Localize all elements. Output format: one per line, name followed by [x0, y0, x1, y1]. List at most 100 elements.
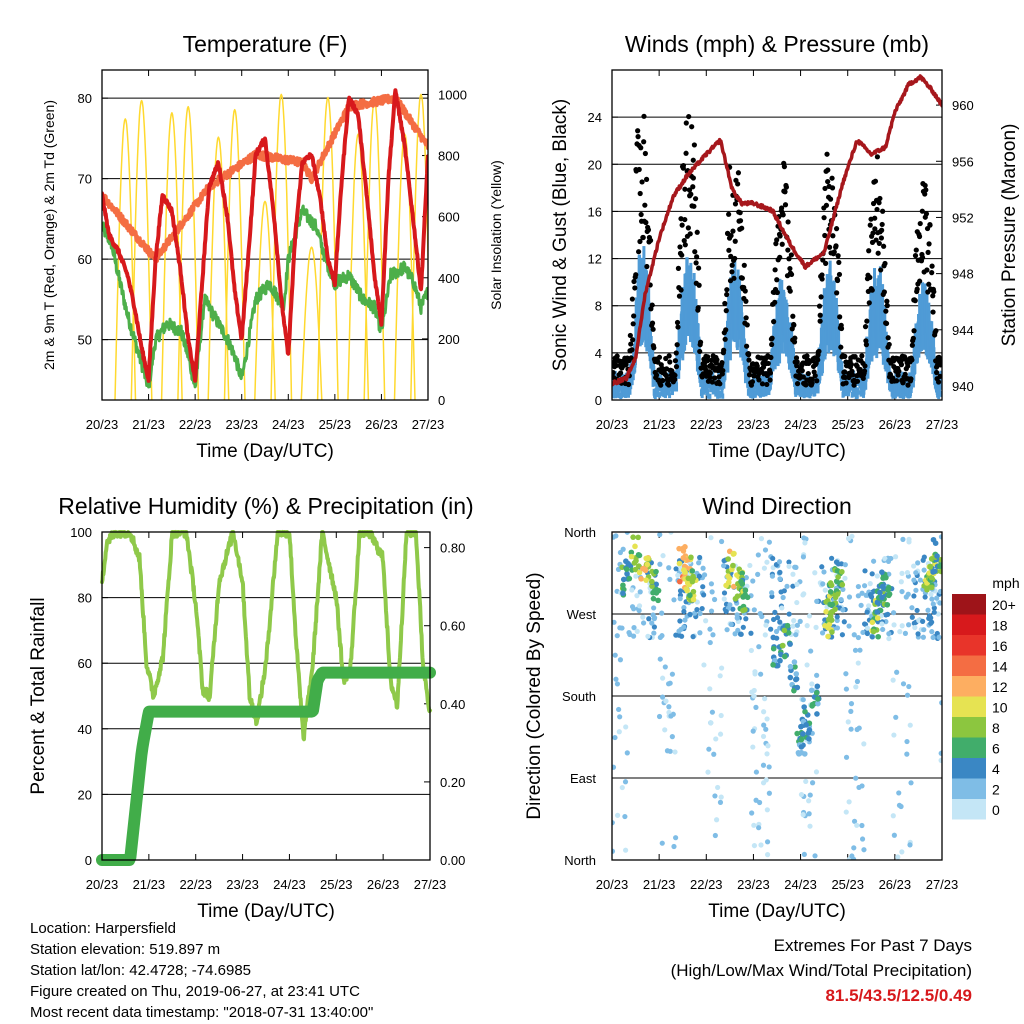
legend-label: 18 — [992, 618, 1008, 634]
plot-border — [101, 531, 431, 861]
legend-swatch — [952, 799, 986, 820]
y-tick-label: 20 — [588, 157, 602, 172]
figure-created: Figure created on Thu, 2019-06-27, at 23… — [30, 983, 360, 1000]
plot-border — [611, 69, 943, 401]
legend-label: 6 — [992, 741, 1000, 757]
y-tick-label: 40 — [78, 722, 92, 737]
y2-tick-label: 940 — [952, 379, 974, 394]
legend-swatch — [952, 778, 986, 799]
x-tick-label: 21/23 — [643, 417, 676, 432]
y-tick-label: 12 — [588, 252, 602, 267]
recent-timestamp: Most recent data timestamp: "2018-07-31 … — [30, 1004, 374, 1021]
legend-label: 12 — [992, 679, 1008, 695]
y-axis-label: 2m & 9m T (Red, Orange) & 2m Td (Green) — [41, 100, 57, 370]
y-tick-label: 60 — [78, 252, 92, 267]
station-location: Location: Harpersfield — [30, 920, 176, 937]
solar-pulse — [300, 246, 323, 400]
y2-tick-label: 0.00 — [440, 853, 465, 868]
x-tick-label: 27/23 — [926, 417, 959, 432]
y-tick-label: 8 — [595, 299, 602, 314]
temp-2m-line — [102, 88, 428, 383]
y-tick-label: 60 — [78, 656, 92, 671]
extremes-values: 81.5/43.5/12.5/0.49 — [825, 986, 972, 1005]
x-tick-label: 21/23 — [643, 877, 676, 892]
y2-tick-label: 200 — [438, 332, 460, 347]
legend-swatch — [952, 758, 986, 779]
x-tick-label: 26/23 — [367, 877, 400, 892]
x-tick-label: 20/23 — [86, 417, 119, 432]
solar-pulse — [114, 118, 137, 400]
y-tick-label: 100 — [70, 525, 92, 540]
x-tick-label: 22/23 — [179, 877, 212, 892]
y2-tick-label: 0.20 — [440, 775, 465, 790]
y-axis-label: Direction (Colored By Speed) — [524, 572, 545, 819]
station-elevation: Station elevation: 519.897 m — [30, 941, 221, 958]
solar-pulse — [347, 133, 370, 400]
legend-swatch — [952, 737, 986, 758]
panel-2: Winds (mph) & Pressure (mb) Time (Day/UTC… — [550, 31, 1020, 462]
y2-tick-label: 952 — [952, 210, 974, 225]
x-tick-label: 23/23 — [226, 877, 259, 892]
y-axis-label: Percent & Total Rainfall — [28, 597, 49, 794]
rh-line — [100, 530, 432, 742]
legend-title: mph — [992, 575, 1019, 591]
chart-title: Winds (mph) & Pressure (mb) — [625, 31, 929, 57]
plot-border — [611, 531, 943, 861]
y-tick-label: West — [567, 607, 597, 622]
legend-label: 8 — [992, 720, 1000, 736]
extremes-box: Extremes For Past 7 Days (High/Low/Max W… — [671, 933, 972, 1008]
y-tick-label: North — [564, 853, 596, 868]
y2-tick-label: 0.80 — [440, 541, 465, 556]
y2-tick-label: 0.40 — [440, 697, 465, 712]
y2-tick-label: 944 — [952, 323, 974, 338]
x-tick-label: 26/23 — [365, 417, 398, 432]
dewpoint-line — [102, 204, 428, 389]
speed-legend: mph 20+ 18 16 14 12 10 8 6 4 2 0 — [952, 575, 1020, 820]
x-tick-label: 20/23 — [596, 417, 629, 432]
solar-pulse — [207, 136, 230, 400]
y-tick-label: 20 — [78, 787, 92, 802]
y-tick-label: 16 — [588, 204, 602, 219]
y2-tick-label: 800 — [438, 149, 460, 164]
y2-tick-label: 956 — [952, 154, 974, 169]
y2-tick-label: 960 — [952, 98, 974, 113]
x-tick-label: 22/23 — [690, 417, 723, 432]
pressure-line — [612, 74, 942, 387]
x-tick-label: 26/23 — [879, 417, 912, 432]
y-tick-label: North — [564, 525, 596, 540]
station-info: Location: Harpersfield Station elevation… — [30, 918, 373, 1023]
y2-axis-label: Station Pressure (Maroon) — [999, 124, 1020, 347]
legend-swatch — [952, 594, 986, 615]
x-tick-label: 25/23 — [831, 877, 864, 892]
x-tick-label: 27/23 — [414, 877, 447, 892]
station-latlon: Station lat/lon: 42.4728; -74.6985 — [30, 962, 252, 979]
y-tick-label: 24 — [588, 110, 602, 125]
chart-title: Relative Humidity (%) & Precipitation (i… — [58, 493, 473, 519]
y-axis-label: Sonic Wind & Gust (Blue, Black) — [550, 99, 571, 371]
x-tick-label: 27/23 — [926, 877, 959, 892]
legend-label: 16 — [992, 638, 1008, 654]
solar-pulse — [223, 108, 246, 400]
chart-title: Temperature (F) — [183, 31, 348, 57]
plot-border — [101, 69, 429, 401]
x-tick-label: 21/23 — [133, 877, 166, 892]
legend-label: 2 — [992, 782, 1000, 798]
x-axis-label: Time (Day/UTC) — [196, 441, 334, 462]
y2-tick-label: 0 — [438, 393, 445, 408]
x-tick-label: 24/23 — [272, 417, 305, 432]
panel-1: Temperature (F) Time (Day/UTC) 20/23 21/23 2… — [41, 31, 504, 462]
legend-label: 14 — [992, 659, 1008, 675]
x-axis-label: Time (Day/UTC) — [197, 901, 335, 922]
y2-axis-label: Solar Insolation (Yellow) — [488, 160, 504, 310]
legend-label: 4 — [992, 761, 1000, 777]
x-tick-label: 21/23 — [132, 417, 165, 432]
y2-tick-label: 948 — [952, 267, 974, 282]
y2-tick-label: 400 — [438, 271, 460, 286]
x-tick-label: 23/23 — [737, 417, 770, 432]
x-tick-label: 23/23 — [737, 877, 770, 892]
x-tick-label: 25/23 — [831, 417, 864, 432]
x-tick-label: 24/23 — [784, 877, 817, 892]
x-axis-label: Time (Day/UTC) — [708, 441, 846, 462]
legend-swatch — [952, 676, 986, 697]
